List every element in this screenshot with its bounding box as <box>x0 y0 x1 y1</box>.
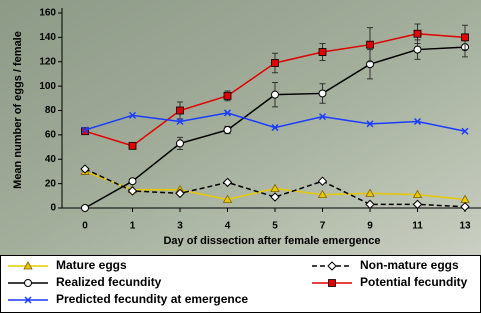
y-tick-label: 160 <box>39 8 56 19</box>
marker <box>414 30 421 37</box>
x-tick-label: 0 <box>82 221 88 232</box>
background <box>0 0 481 255</box>
marker <box>177 140 184 147</box>
marker <box>462 34 469 41</box>
marker <box>272 59 279 66</box>
legend-label: Predicted fecundity at emergence <box>56 292 248 306</box>
y-tick-label: 100 <box>39 81 56 92</box>
y-tick-label: 80 <box>45 105 57 116</box>
marker <box>129 178 136 185</box>
x-tick-label: 4 <box>225 221 231 232</box>
marker <box>319 90 326 97</box>
x-tick-label: 9 <box>367 221 373 232</box>
marker <box>319 49 326 56</box>
y-axis-title: Mean number of eggs / female <box>12 31 24 189</box>
x-tick-label: 11 <box>412 221 423 232</box>
y-tick-label: 20 <box>45 178 57 189</box>
marker <box>82 205 89 212</box>
legend-marker <box>25 280 32 287</box>
legend-marker <box>329 280 336 287</box>
y-tick-label: 120 <box>39 56 56 67</box>
x-tick-label: 3 <box>177 221 183 232</box>
x-tick-label: 1 <box>130 221 136 232</box>
marker <box>224 92 231 99</box>
chart: Mean number of eggs / female Day of diss… <box>0 0 481 313</box>
x-axis-title: Day of dissection after female emergence <box>163 235 380 247</box>
marker <box>272 91 279 98</box>
y-tick-label: 60 <box>45 130 57 141</box>
legend-label: Potential fecundity <box>360 275 468 289</box>
x-tick-label: 7 <box>320 221 326 232</box>
legend-label: Mature eggs <box>56 258 127 272</box>
y-tick-label: 40 <box>45 154 57 165</box>
marker <box>129 142 136 149</box>
x-tick-label: 13 <box>459 221 471 232</box>
marker <box>177 107 184 114</box>
x-tick-label: 5 <box>272 221 278 232</box>
marker <box>414 46 421 53</box>
y-tick-label: 0 <box>50 203 56 214</box>
y-tick-label: 140 <box>39 32 56 43</box>
legend-label: Non-mature eggs <box>360 258 459 272</box>
legend-label: Realized fecundity <box>56 275 162 289</box>
marker <box>367 41 374 48</box>
marker <box>224 127 231 134</box>
